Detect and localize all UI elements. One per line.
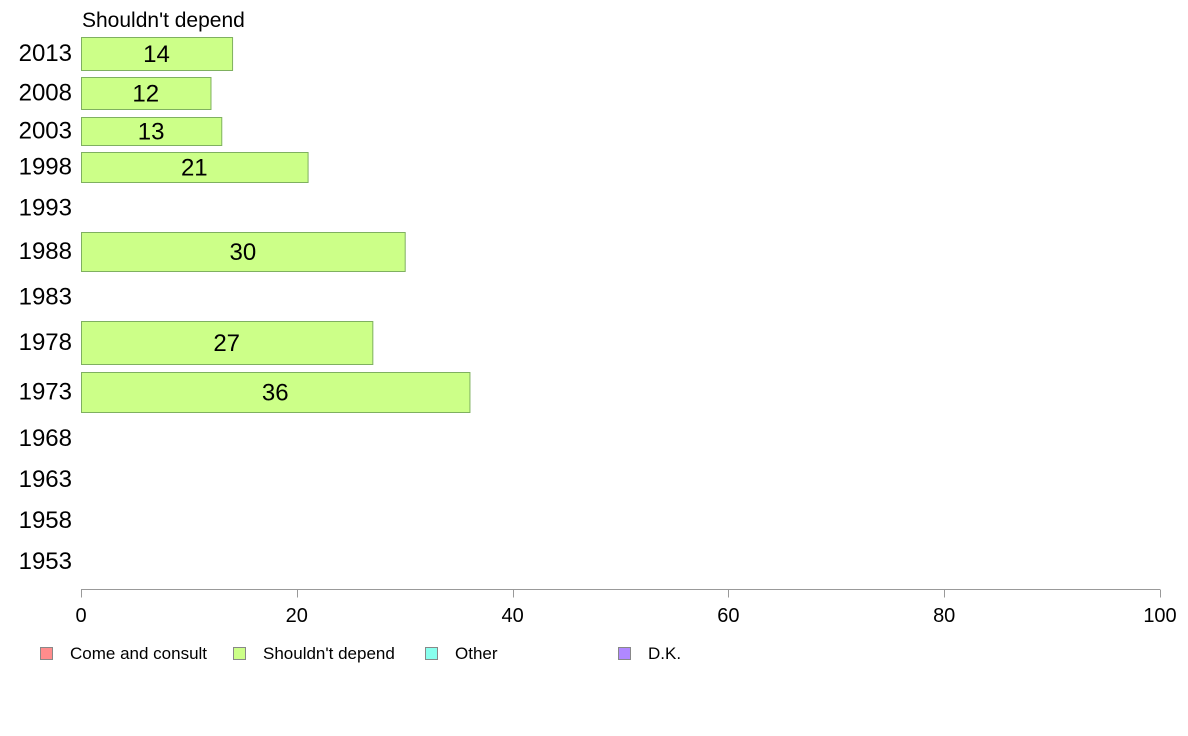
bar-1988 (81, 232, 406, 272)
bar-1978 (81, 321, 374, 365)
year-label-1968: 1968 (19, 425, 72, 452)
bar-value-2013: 14 (143, 41, 170, 68)
year-label-2013: 2013 (19, 40, 72, 67)
bar-value-1998: 21 (181, 155, 208, 182)
bar-value-2008: 12 (132, 81, 159, 108)
legend-label-other: Other (455, 644, 498, 663)
year-label-1978: 1978 (19, 329, 72, 356)
bar-2008 (81, 77, 212, 110)
legend-swatch-shouldn-t-depend (233, 647, 246, 660)
bar-value-1978: 27 (213, 330, 240, 357)
legend-label-come-and-consult: Come and consult (70, 644, 207, 663)
bar-2003 (81, 117, 223, 146)
bar-2013 (81, 37, 234, 71)
x-tick-label-60: 60 (717, 605, 739, 627)
bar-value-2003: 13 (138, 119, 165, 146)
x-tick-label-20: 20 (286, 605, 308, 627)
legend-label-shouldn-t-depend: Shouldn't depend (263, 644, 395, 663)
bar-1998 (81, 152, 309, 183)
bar-1973 (81, 372, 471, 413)
bar-value-1973: 36 (262, 380, 289, 407)
year-label-2008: 2008 (19, 80, 72, 107)
x-tick-label-100: 100 (1143, 605, 1176, 627)
year-label-1983: 1983 (19, 284, 72, 311)
year-label-1953: 1953 (19, 548, 72, 575)
x-axis: 0 20 40 60 80 100 (75, 589, 1177, 627)
bar-value-1988: 30 (229, 239, 256, 266)
year-label-1993: 1993 (19, 195, 72, 222)
year-labels: 2013 2008 2003 1998 1993 1988 1983 1978 1973 1968… (19, 40, 72, 575)
legend: Come and consult Shouldn't depend Other D.K… (40, 644, 681, 663)
x-tick-label-40: 40 (501, 605, 523, 627)
year-label-1988: 1988 (19, 238, 72, 265)
panel-title: Shouldn't depend (82, 9, 245, 32)
x-tick-label-0: 0 (75, 605, 86, 627)
year-label-1973: 1973 (19, 379, 72, 406)
year-label-1963: 1963 (19, 466, 72, 493)
legend-swatch-come-and-consult (40, 647, 53, 660)
bar-values: 14 12 13 21 30 27 36 (132, 41, 288, 407)
bars (81, 37, 471, 413)
legend-swatch-other (425, 647, 438, 660)
legend-label-d-k: D.K. (648, 644, 681, 663)
x-tick-label-80: 80 (933, 605, 955, 627)
year-label-1958: 1958 (19, 507, 72, 534)
year-label-2003: 2003 (19, 118, 72, 145)
year-label-1998: 1998 (19, 154, 72, 181)
legend-swatch-d-k (618, 647, 631, 660)
